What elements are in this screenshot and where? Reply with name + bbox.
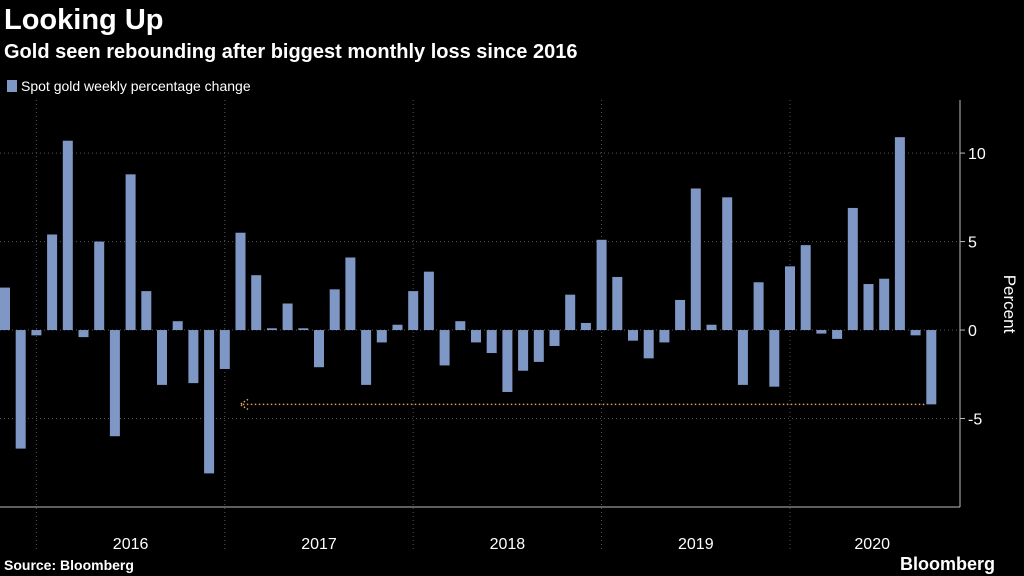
bar bbox=[549, 330, 560, 346]
legend-label: Spot gold weekly percentage change bbox=[21, 78, 251, 94]
bar bbox=[141, 291, 152, 331]
bar bbox=[361, 330, 372, 385]
y-tick-label: 10 bbox=[968, 146, 986, 163]
bar bbox=[251, 275, 262, 331]
bar bbox=[737, 330, 748, 385]
bar bbox=[879, 278, 890, 331]
bar bbox=[282, 303, 293, 331]
bar bbox=[47, 234, 58, 331]
bar bbox=[910, 330, 921, 336]
bar bbox=[157, 330, 167, 385]
bar bbox=[706, 324, 717, 331]
bar bbox=[596, 239, 607, 331]
bar bbox=[612, 276, 623, 331]
bar bbox=[753, 282, 764, 331]
bar bbox=[785, 266, 795, 331]
bar bbox=[235, 232, 246, 331]
bar bbox=[926, 330, 937, 405]
bar bbox=[502, 330, 513, 392]
y-tick-label: -5 bbox=[968, 412, 982, 429]
brand-logo: Bloomberg bbox=[900, 554, 995, 574]
bar bbox=[423, 271, 434, 331]
bar bbox=[109, 330, 120, 437]
bar bbox=[172, 321, 183, 331]
bar bbox=[78, 330, 89, 338]
bar bbox=[298, 328, 309, 331]
bar bbox=[894, 137, 905, 331]
bar bbox=[471, 330, 481, 343]
bar bbox=[376, 330, 387, 343]
bar bbox=[15, 330, 26, 449]
bar bbox=[832, 330, 843, 339]
bar bbox=[62, 140, 73, 331]
x-tick-label: 2016 bbox=[113, 536, 149, 553]
bar bbox=[439, 330, 450, 366]
x-tick-label: 2017 bbox=[301, 536, 337, 553]
bar bbox=[628, 330, 638, 341]
bar bbox=[125, 174, 136, 331]
bar bbox=[188, 330, 199, 384]
bar bbox=[455, 321, 466, 331]
source: Source: Bloomberg bbox=[4, 557, 134, 573]
bar bbox=[518, 330, 529, 371]
y-axis-label: Percent bbox=[1000, 275, 1019, 334]
bar bbox=[769, 330, 780, 387]
bar bbox=[533, 330, 544, 362]
bar bbox=[643, 330, 654, 359]
x-tick-label: 2020 bbox=[854, 536, 890, 553]
bar bbox=[219, 330, 230, 369]
bar bbox=[94, 241, 105, 331]
y-tick-label: 5 bbox=[968, 235, 977, 252]
y-tick-label: 0 bbox=[968, 323, 977, 340]
bar bbox=[847, 207, 858, 331]
x-tick-label: 2018 bbox=[490, 536, 526, 553]
bar bbox=[345, 257, 356, 331]
x-tick-label: 2019 bbox=[678, 536, 714, 553]
bar bbox=[659, 330, 670, 343]
bar bbox=[580, 322, 591, 331]
bar bbox=[863, 284, 874, 331]
bar bbox=[800, 245, 811, 331]
bar bbox=[408, 291, 419, 331]
bar bbox=[722, 197, 733, 331]
bar bbox=[314, 330, 324, 368]
bar bbox=[816, 330, 827, 334]
bar bbox=[392, 324, 403, 331]
chart-subtitle: Gold seen rebounding after biggest month… bbox=[4, 41, 577, 63]
bar bbox=[329, 289, 340, 331]
bar bbox=[266, 328, 277, 331]
bar bbox=[565, 294, 576, 331]
bar bbox=[486, 330, 497, 354]
bar bbox=[31, 330, 42, 336]
legend-swatch bbox=[7, 80, 17, 92]
chart-title: Looking Up bbox=[4, 4, 163, 36]
bar bbox=[0, 287, 10, 331]
bar bbox=[690, 188, 701, 331]
bar bbox=[204, 330, 215, 474]
bar bbox=[675, 299, 686, 331]
